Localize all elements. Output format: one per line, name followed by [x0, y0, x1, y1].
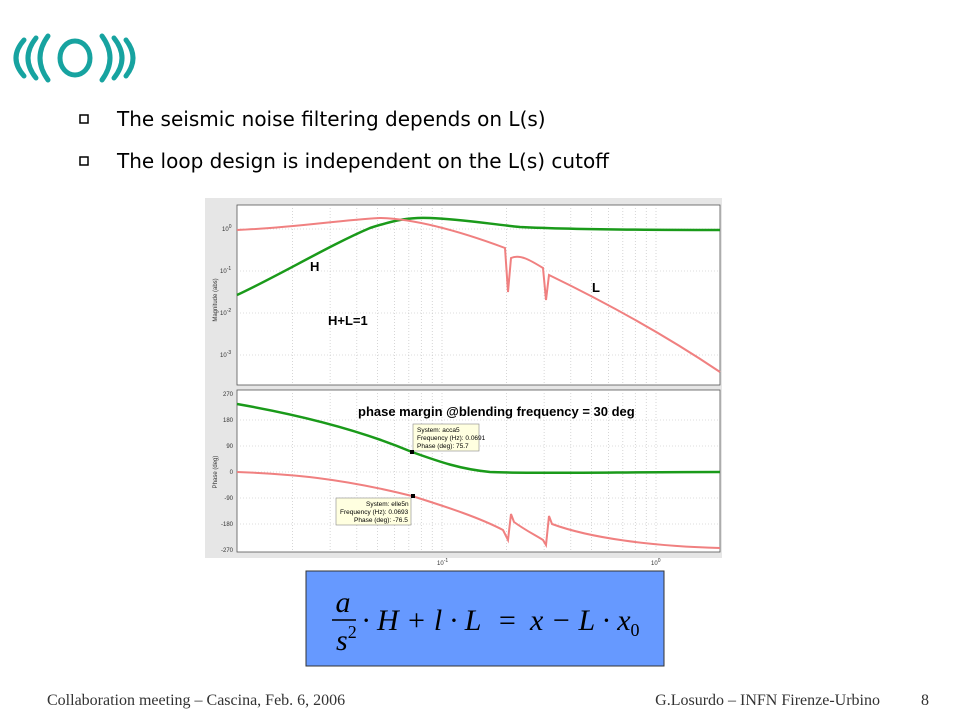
bullet — [79, 114, 89, 124]
equation-denominator: s2 — [336, 622, 357, 657]
bullet — [79, 156, 89, 166]
datatip — [335, 497, 412, 526]
h-phase-curve — [236, 402, 721, 475]
y-tick-label: 0 — [230, 470, 234, 476]
y-axis-label: Phase (deg) — [213, 456, 219, 489]
logo — [13, 33, 136, 83]
annotation: L — [592, 280, 600, 295]
l-phase-curve — [236, 471, 721, 549]
y-tick-label: -90 — [224, 496, 233, 502]
y-tick-label: -180 — [221, 522, 234, 528]
equation-numerator: a — [336, 586, 351, 619]
datatip-marker — [411, 494, 415, 498]
equation-equals: = — [497, 604, 517, 637]
datatip-text: Phase (deg): -76.5 — [354, 517, 408, 524]
y-tick-label: 100 — [222, 224, 232, 233]
footer-right: G.Losurdo – INFN Firenze-Urbino — [655, 692, 880, 709]
bullet-text: The seismic noise filtering depends on L… — [116, 107, 546, 131]
h-magnitude-curve — [236, 216, 721, 297]
footer-left: Collaboration meeting – Cascina, Feb. 6,… — [47, 692, 345, 709]
datatip — [412, 423, 480, 452]
y-tick-label: -270 — [221, 548, 234, 554]
y-tick-label: 180 — [223, 418, 234, 424]
y-tick-label: 10-1 — [220, 266, 231, 275]
y-tick-label: 270 — [223, 392, 234, 398]
annotation: H+L=1 — [328, 313, 368, 328]
bullet-text: The loop design is independent on the L(… — [116, 149, 610, 173]
grid — [237, 205, 720, 552]
datatip-text: Frequency (Hz): 0.0693 — [340, 509, 409, 516]
y-tick-label: 90 — [226, 444, 233, 450]
x-tick-label: 100 — [651, 558, 661, 567]
y-axis-label: Magnitude (abs) — [213, 278, 219, 321]
datatip-marker — [410, 450, 414, 454]
annotation: phase margin @blending frequency = 30 de… — [358, 404, 635, 419]
datatip-text: System: elle5n — [366, 501, 409, 508]
page-number: 8 — [921, 692, 929, 709]
datatip-text: Phase (deg): 75.7 — [417, 443, 469, 450]
equation-box — [305, 570, 665, 667]
magnitude-axes — [236, 204, 721, 386]
datatip-text: Frequency (Hz): 0.0691 — [417, 435, 486, 442]
y-tick-label: 10-3 — [220, 350, 231, 359]
x-tick-label: 10-1 — [437, 558, 448, 567]
equation-lhs: · H + l · L — [362, 604, 481, 637]
y-tick-label: 10-2 — [220, 308, 231, 317]
l-magnitude-curve — [236, 216, 721, 373]
equation-rhs: x − L · x0 — [529, 604, 640, 640]
datatip-text: System: acca5 — [417, 427, 460, 434]
annotation: H — [310, 259, 319, 274]
